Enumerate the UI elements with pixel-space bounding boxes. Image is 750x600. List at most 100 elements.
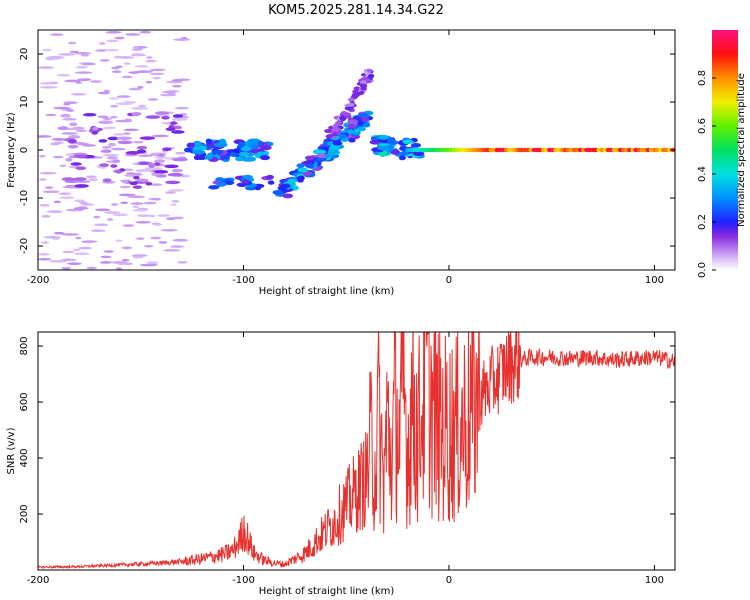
spectrogram-cell: [297, 167, 309, 173]
spectrogram-cell: [171, 118, 188, 121]
spectrogram-cell: [352, 89, 360, 94]
spectrogram-cell: [305, 155, 315, 161]
spectrogram-cell: [39, 178, 47, 181]
spectrogram-cell: [60, 114, 72, 118]
spectrogram-cell: [327, 133, 333, 138]
spectrogram-cell: [344, 106, 354, 111]
spectrogram-cell: [144, 244, 154, 248]
spectrogram-cell: [167, 188, 185, 192]
spectrogram-cell: [75, 166, 87, 170]
spectrogram-cell: [165, 191, 176, 194]
spectrogram-cell: [45, 186, 54, 189]
spectrogram-cell: [237, 141, 246, 147]
spectrogram-cell: [115, 267, 123, 270]
figure-title: KOM5.2025.281.14.34.G22: [268, 3, 444, 18]
spectrogram-cell: [118, 193, 136, 197]
spectrogram-cell: [62, 250, 75, 254]
spectrogram-cell: [135, 70, 153, 73]
spectrogram-cell: [221, 154, 230, 160]
spectrogram-cell: [107, 136, 120, 141]
spectrogram-cell: [121, 75, 133, 79]
spectrogram-y-tick-label: 0: [19, 147, 30, 153]
spectrogram-cell: [362, 122, 371, 128]
spectrogram-cell: [98, 91, 111, 95]
spectrogram-cell: [165, 127, 176, 132]
spectrogram-cell: [127, 195, 146, 199]
spectrogram-cell: [60, 125, 67, 130]
spectrogram-cell: [133, 175, 140, 180]
spectrogram-cell: [159, 93, 177, 97]
spectrogram-cell: [74, 199, 85, 203]
spectrogram-cell: [235, 156, 244, 162]
spectrogram-cell: [167, 172, 183, 177]
spectrogram-heatmap: [38, 30, 675, 270]
spectrogram-cell: [170, 203, 177, 207]
spectrogram-cell: [173, 38, 191, 41]
spectrogram-cell: [113, 133, 126, 136]
spectrogram-cell: [122, 168, 134, 172]
spectrogram-cell: [160, 228, 178, 232]
spectrogram-cell: [348, 102, 355, 107]
spectrogram-cell: [102, 117, 112, 121]
spectrogram-cell: [194, 154, 209, 160]
spectrogram-cell: [144, 167, 163, 170]
spectrogram-cell: [74, 184, 89, 188]
spectrogram-cell: [110, 147, 126, 151]
spectrogram-cell: [377, 145, 388, 151]
spectrogram-cell: [257, 140, 264, 146]
spectrogram-cell: [328, 125, 334, 130]
spectrogram-cell: [38, 135, 52, 138]
spectrogram-cell: [38, 258, 52, 261]
spectrogram-cell: [339, 116, 347, 121]
spectrogram-cell: [366, 68, 373, 73]
spectrogram-cell: [123, 132, 131, 135]
spectrogram-y-tick-label: -10: [19, 190, 30, 206]
spectrogram-cell: [80, 203, 94, 206]
spectrogram-y-tick-label: 20: [19, 48, 30, 61]
spectrogram-cell: [304, 159, 315, 165]
spectrogram-cell: [114, 36, 125, 40]
spectrogram-cell: [146, 56, 153, 59]
colorbar-tick-label: 0.4: [697, 166, 708, 182]
spectrogram-cell: [117, 140, 133, 145]
spectrogram-cell: [216, 182, 227, 187]
spectrogram-cell: [91, 229, 106, 233]
spectrogram-cell: [112, 159, 121, 164]
spectrogram-cell: [80, 53, 90, 57]
spectrogram-cell: [110, 164, 118, 168]
spectrogram-cell: [305, 163, 315, 169]
spectrogram-cell: [229, 152, 239, 158]
colorbar-tick-label: 0.6: [697, 118, 708, 134]
spectrogram-cell: [99, 261, 112, 264]
spectrogram-cell: [70, 92, 87, 96]
spectrogram-cell: [145, 115, 161, 119]
spectrogram-cell: [135, 220, 152, 224]
snr-x-label: Height of straight line (km): [259, 586, 395, 597]
spectrogram-cell: [172, 239, 188, 242]
spectrogram-cell: [52, 137, 66, 141]
spectrogram-cell: [137, 214, 151, 218]
spectrogram-cell: [291, 185, 299, 191]
spectrogram-cell: [131, 107, 149, 110]
snr-series-line: [38, 332, 675, 570]
spectrogram-x-tick-label: -200: [27, 275, 50, 286]
spectrogram-cell: [61, 233, 80, 236]
spectrogram-cell: [145, 181, 153, 186]
spectrogram-cell: [103, 89, 111, 93]
snr-y-tick-label: 200: [19, 504, 30, 523]
spectrogram-cell: [171, 200, 180, 203]
spectrogram-cell: [146, 261, 159, 264]
spectrogram-cell: [102, 153, 120, 157]
spectrogram-cell: [387, 140, 399, 145]
snr-x-tick-label: 100: [645, 575, 664, 586]
spectrogram-cell: [119, 185, 131, 189]
spectrogram-cell: [38, 66, 54, 69]
spectrogram-cell: [171, 168, 184, 173]
spectrogram-cell: [67, 139, 78, 144]
spectrogram-cell: [59, 196, 75, 199]
spectrogram-cell: [281, 188, 289, 194]
spectrogram-cell: [154, 111, 170, 115]
spectrogram-cell: [75, 65, 88, 69]
spectrogram-cell: [99, 42, 106, 45]
